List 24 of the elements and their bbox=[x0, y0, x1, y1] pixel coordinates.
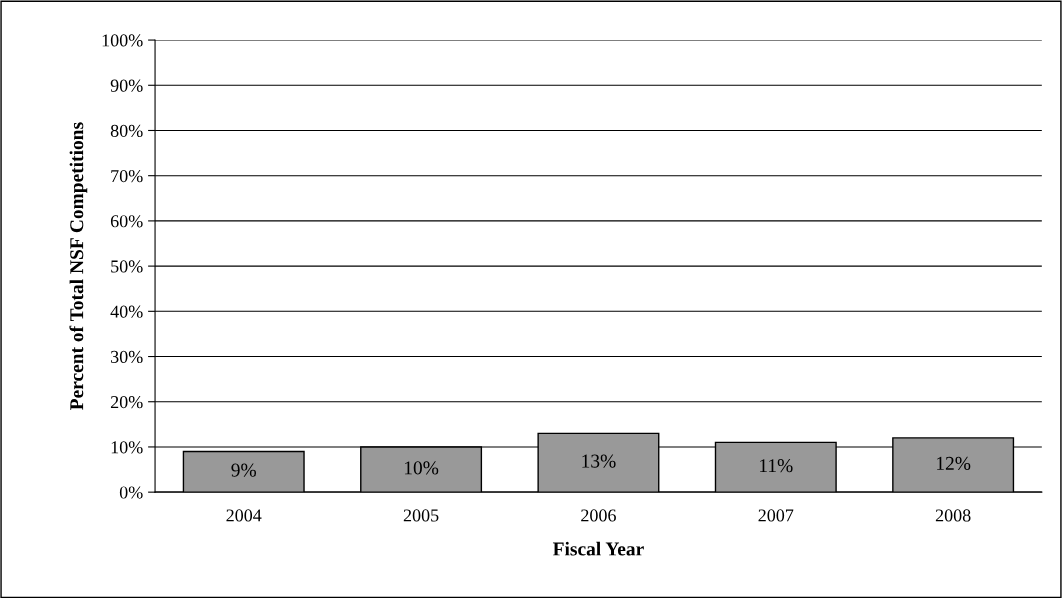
data-label: 13% bbox=[582, 454, 616, 468]
y-tick-label: 20% bbox=[110, 395, 143, 409]
y-tick-label: 60% bbox=[110, 215, 143, 228]
bar bbox=[182, 450, 305, 493]
x-tick-label: 2005 bbox=[403, 509, 439, 522]
data-label: 11% bbox=[760, 459, 793, 473]
data-label: 9% bbox=[231, 463, 257, 477]
y-tick-label: 0% bbox=[119, 486, 143, 499]
x-tick-label: 2006 bbox=[581, 509, 616, 522]
y-tick-label: 100% bbox=[102, 34, 143, 47]
data-label: 10% bbox=[404, 461, 439, 475]
x-tick-label: 2004 bbox=[226, 509, 262, 522]
y-tick-label: 70% bbox=[111, 169, 143, 183]
y-tick-label: 40% bbox=[110, 305, 143, 318]
y-tick-label: 10% bbox=[111, 441, 143, 454]
y-tick-label: 50% bbox=[111, 260, 143, 273]
data-label: 12% bbox=[937, 456, 971, 470]
y-axis-title: Percent of Total NSF Competitions bbox=[69, 122, 88, 410]
y-tick-label: 80% bbox=[110, 124, 143, 137]
x-tick-label: 2007 bbox=[758, 509, 794, 522]
x-tick-label: 2008 bbox=[935, 509, 971, 522]
x-axis-title: Fiscal Year bbox=[552, 541, 644, 556]
y-tick-label: 30% bbox=[111, 350, 143, 364]
y-tick-label: 90% bbox=[110, 79, 143, 92]
